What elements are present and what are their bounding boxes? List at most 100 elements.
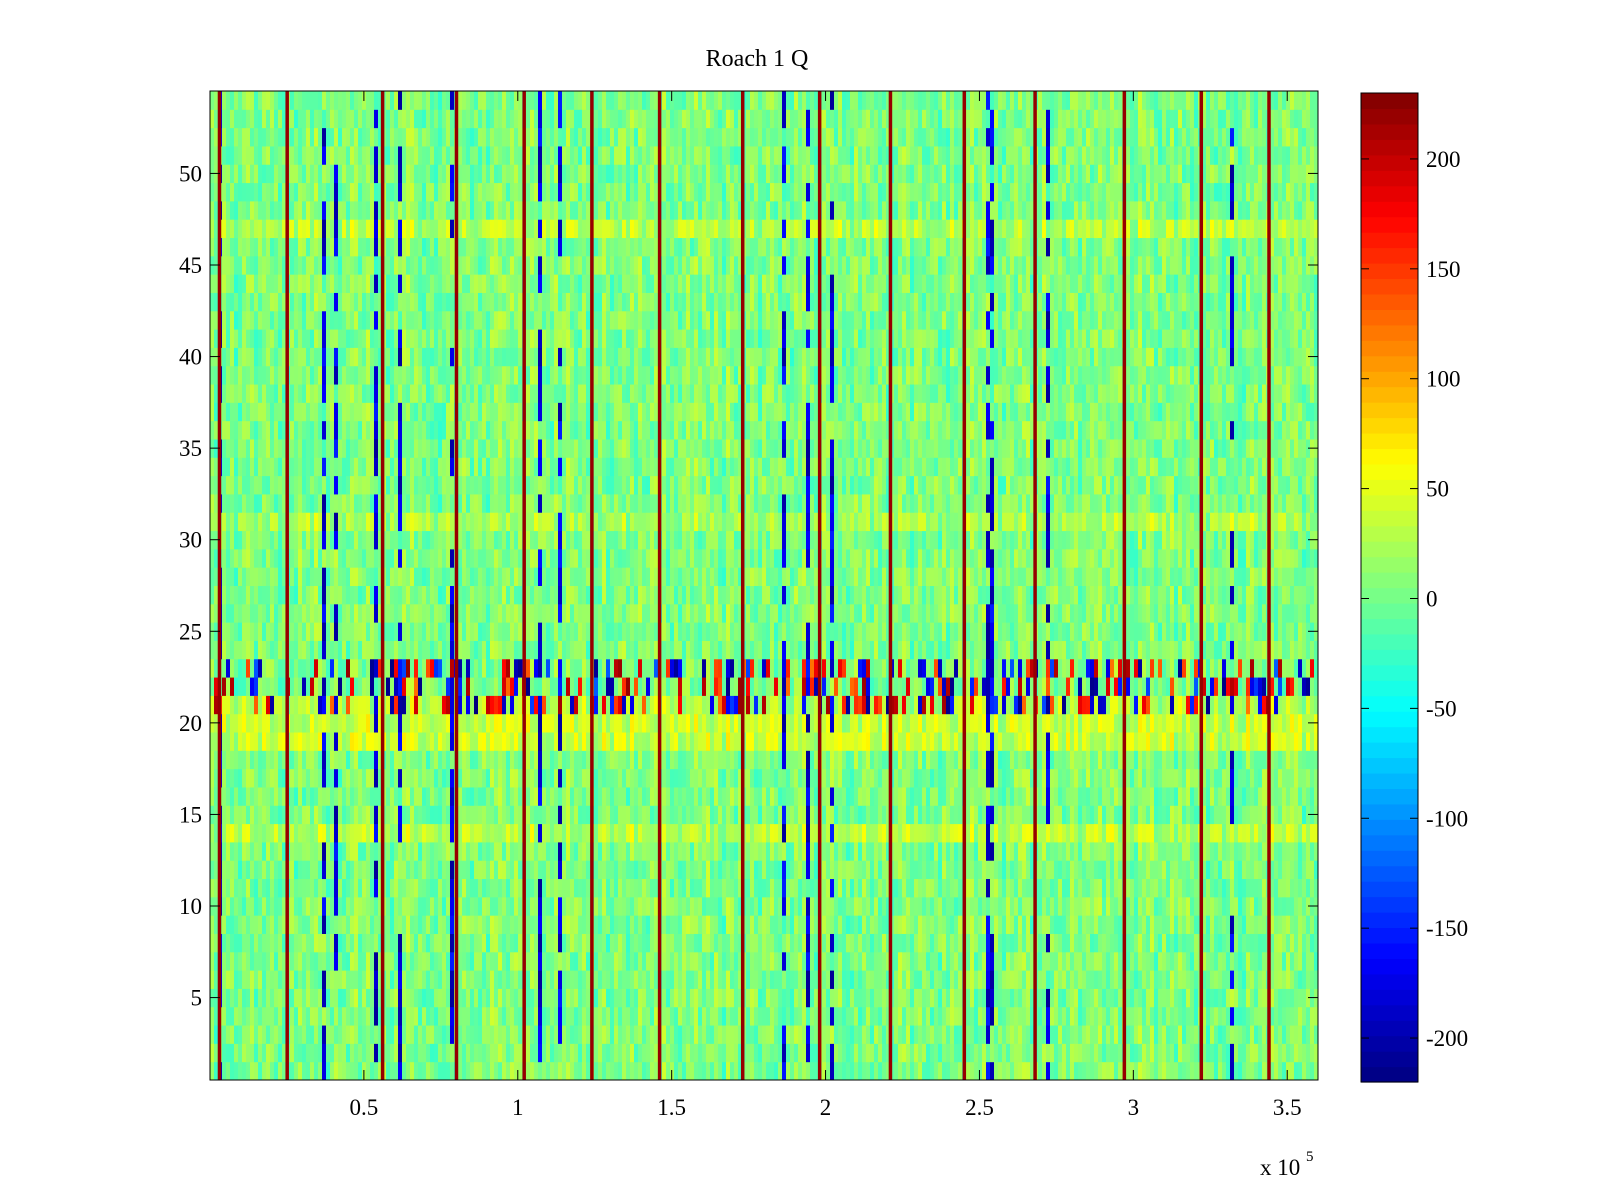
heatmap-cell: [574, 1025, 579, 1044]
heatmap-cell: [222, 457, 227, 477]
heatmap-cell: [546, 1025, 551, 1044]
heatmap-cell: [318, 1006, 323, 1026]
heatmap-cell: [342, 896, 347, 916]
heatmap-cell: [310, 164, 315, 184]
heatmap-cell: [542, 823, 547, 843]
heatmap-cell: [242, 768, 247, 788]
heatmap-cell: [302, 860, 307, 880]
heatmap-cell: [490, 145, 495, 165]
heatmap-cell: [514, 860, 519, 880]
heatmap-cell: [282, 658, 287, 678]
heatmap-cell: [390, 805, 395, 825]
heatmap-cell: [350, 182, 355, 202]
heatmap-cell: [498, 970, 503, 989]
heatmap-cell: [446, 567, 451, 586]
heatmap-cell: [350, 805, 355, 825]
heatmap-cell: [474, 603, 479, 623]
heatmap-cell: [434, 805, 439, 825]
heatmap-cell: [538, 237, 543, 257]
heatmap-cell: [510, 548, 515, 568]
heatmap-cell: [318, 365, 323, 385]
heatmap-cell: [234, 860, 239, 880]
heatmap-cell: [490, 164, 495, 184]
heatmap-cell: [242, 438, 247, 458]
heatmap-cell: [238, 805, 243, 825]
heatmap-cell: [378, 1061, 383, 1081]
heatmap-cell: [374, 640, 379, 660]
heatmap-cell: [490, 420, 495, 440]
heatmap-cell: [434, 530, 439, 550]
heatmap-cell: [374, 438, 379, 458]
heatmap-cell: [430, 640, 435, 660]
heatmap-cell: [266, 640, 271, 660]
heatmap-cell: [350, 347, 355, 367]
heatmap-cell: [470, 237, 475, 257]
heatmap-cell: [466, 329, 471, 348]
heatmap-cell: [418, 786, 423, 806]
heatmap-cell: [438, 512, 443, 532]
heatmap-cell: [506, 750, 511, 770]
heatmap-cell: [426, 91, 431, 110]
heatmap-cell: [418, 603, 423, 623]
heatmap-cell: [214, 841, 219, 861]
heatmap-cell: [526, 585, 531, 605]
heatmap-cell: [250, 677, 255, 696]
heatmap-cell: [546, 732, 551, 751]
heatmap-cell: [442, 878, 447, 898]
heatmap-cell: [490, 713, 495, 733]
heatmap-cell: [462, 823, 467, 843]
heatmap-cell: [514, 548, 519, 568]
heatmap-cell: [562, 200, 567, 220]
heatmap-cell: [266, 786, 271, 806]
heatmap-cell: [326, 786, 331, 806]
heatmap-cell: [294, 457, 299, 477]
heatmap-cell: [542, 530, 547, 550]
heatmap-cell: [470, 402, 475, 422]
heatmap-cell: [334, 823, 339, 843]
heatmap-cell: [390, 567, 395, 586]
heatmap-cell: [330, 237, 335, 257]
heatmap-cell: [318, 841, 323, 861]
heatmap-cell: [370, 512, 375, 532]
heatmap-cell: [242, 347, 247, 367]
heatmap-cell: [394, 1006, 399, 1026]
heatmap-cell: [270, 109, 275, 129]
heatmap-cell: [230, 530, 235, 550]
heatmap-cell: [518, 310, 523, 330]
heatmap-cell: [478, 841, 483, 861]
heatmap-cell: [502, 530, 507, 550]
heatmap-cell: [370, 1061, 375, 1081]
heatmap-cell: [374, 768, 379, 788]
heatmap-cell: [498, 91, 503, 110]
heatmap-cell: [234, 988, 239, 1008]
heatmap-cell: [366, 988, 371, 1008]
heatmap-cell: [306, 1025, 311, 1044]
heatmap-cell: [290, 695, 295, 715]
heatmap-cell: [270, 91, 275, 110]
heatmap-cell: [442, 1025, 447, 1044]
heatmap-cell: [506, 457, 511, 477]
heatmap-cell: [274, 127, 279, 147]
heatmap-cell: [350, 274, 355, 293]
heatmap-cell: [426, 402, 431, 422]
heatmap-cell: [538, 200, 543, 220]
heatmap-cell: [266, 347, 271, 367]
heatmap-cell: [438, 713, 443, 733]
heatmap-cell: [514, 365, 519, 385]
heatmap-cell: [246, 512, 251, 532]
heatmap-cell: [462, 915, 467, 934]
heatmap-cell: [354, 420, 359, 440]
heatmap-cell: [562, 530, 567, 550]
heatmap-cell: [538, 310, 543, 330]
heatmap-cell: [450, 915, 455, 934]
heatmap-cell: [386, 402, 391, 422]
heatmap-cell: [426, 438, 431, 458]
heatmap-cell: [398, 786, 403, 806]
heatmap-cell: [222, 365, 227, 385]
heatmap-cell: [458, 786, 463, 806]
heatmap-cell: [282, 768, 287, 788]
heatmap-cell: [442, 548, 447, 568]
heatmap-cell: [478, 585, 483, 605]
heatmap-cell: [210, 677, 215, 696]
heatmap-cell: [338, 951, 343, 971]
